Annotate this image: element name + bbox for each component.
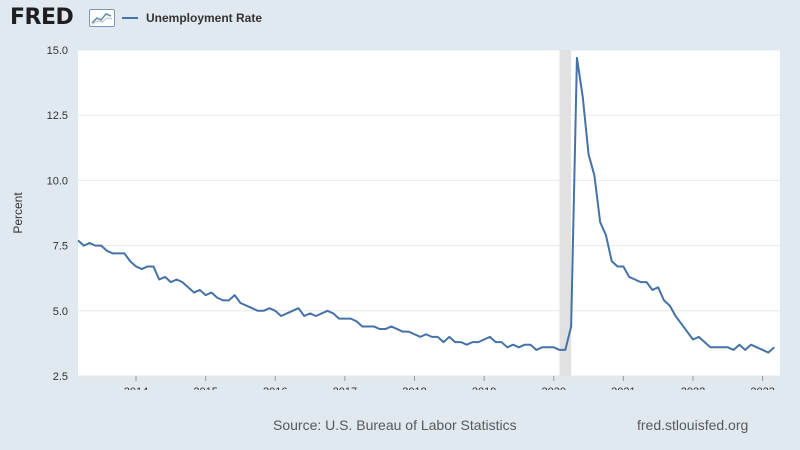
y-tick-label: 2.5 — [53, 371, 68, 383]
x-tick-label: 2022 — [681, 386, 705, 390]
x-tick-label: 2020 — [541, 386, 565, 390]
x-tick-label: 2023 — [750, 386, 774, 390]
y-tick-label: 7.5 — [53, 241, 68, 253]
x-tick-label: 2016 — [263, 386, 287, 390]
x-axis-tick-labels: 2014 2015 2016 2017 2018 2019 2020 2021 2022 2023 — [124, 376, 775, 390]
x-tick-label: 2018 — [402, 386, 426, 390]
legend-label: Unemployment Rate — [146, 11, 263, 25]
recession-band — [559, 50, 572, 376]
site-link[interactable]: fred.stlouisfed.org — [637, 417, 749, 433]
y-tick-label: 15.0 — [47, 45, 68, 57]
x-tick-label: 2021 — [611, 386, 635, 390]
x-tick-label: 2019 — [472, 386, 496, 390]
y-tick-label: 10.0 — [47, 175, 68, 187]
unemployment-rate-line — [77, 56, 775, 354]
fred-logo[interactable]: FRED — [10, 5, 74, 30]
y-tick-label: 12.5 — [47, 110, 68, 122]
y-axis-label: Percent — [11, 192, 25, 234]
x-tick-label: 2017 — [333, 386, 357, 390]
header: FRED Unemployment Rate — [0, 0, 800, 40]
x-tick-label: 2015 — [193, 386, 217, 390]
fred-chart-badge-icon — [89, 9, 115, 27]
line-chart[interactable]: 2.55.07.510.012.515.0 201420152016201720… — [0, 40, 800, 390]
recession-bands — [559, 50, 572, 376]
x-tick-label: 2014 — [124, 386, 148, 390]
chart-legend[interactable]: Unemployment Rate — [122, 11, 262, 25]
grid-lines — [78, 49, 780, 377]
y-tick-label: 5.0 — [53, 306, 68, 318]
source-note: Source: U.S. Bureau of Labor Statistics — [273, 417, 517, 433]
plot-area — [78, 50, 780, 376]
y-axis-tick-labels: 2.5 5.0 7.5 10.0 12.5 15.0 — [47, 45, 68, 383]
legend-line-swatch — [122, 17, 138, 19]
